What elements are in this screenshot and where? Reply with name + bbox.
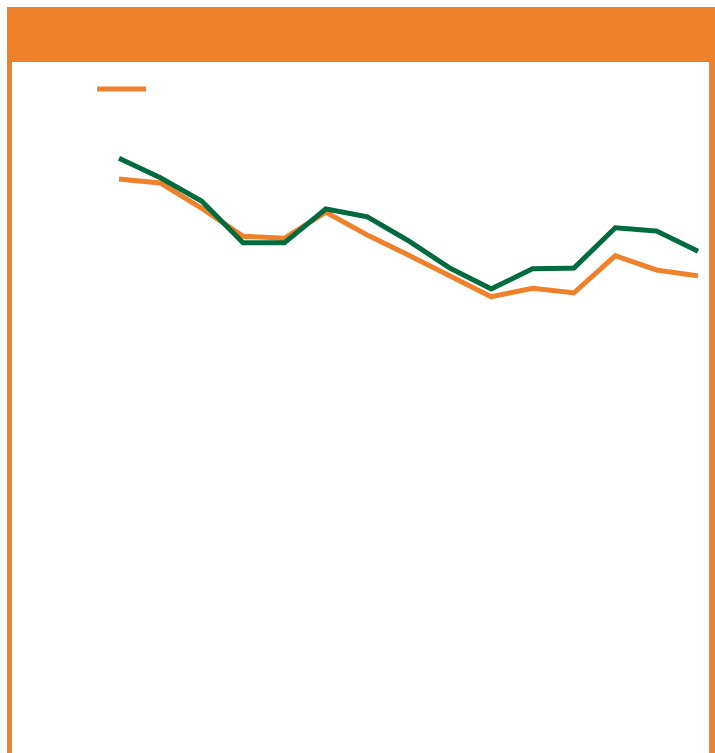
plot-panel (12, 62, 709, 753)
series-line (117, 155, 700, 292)
